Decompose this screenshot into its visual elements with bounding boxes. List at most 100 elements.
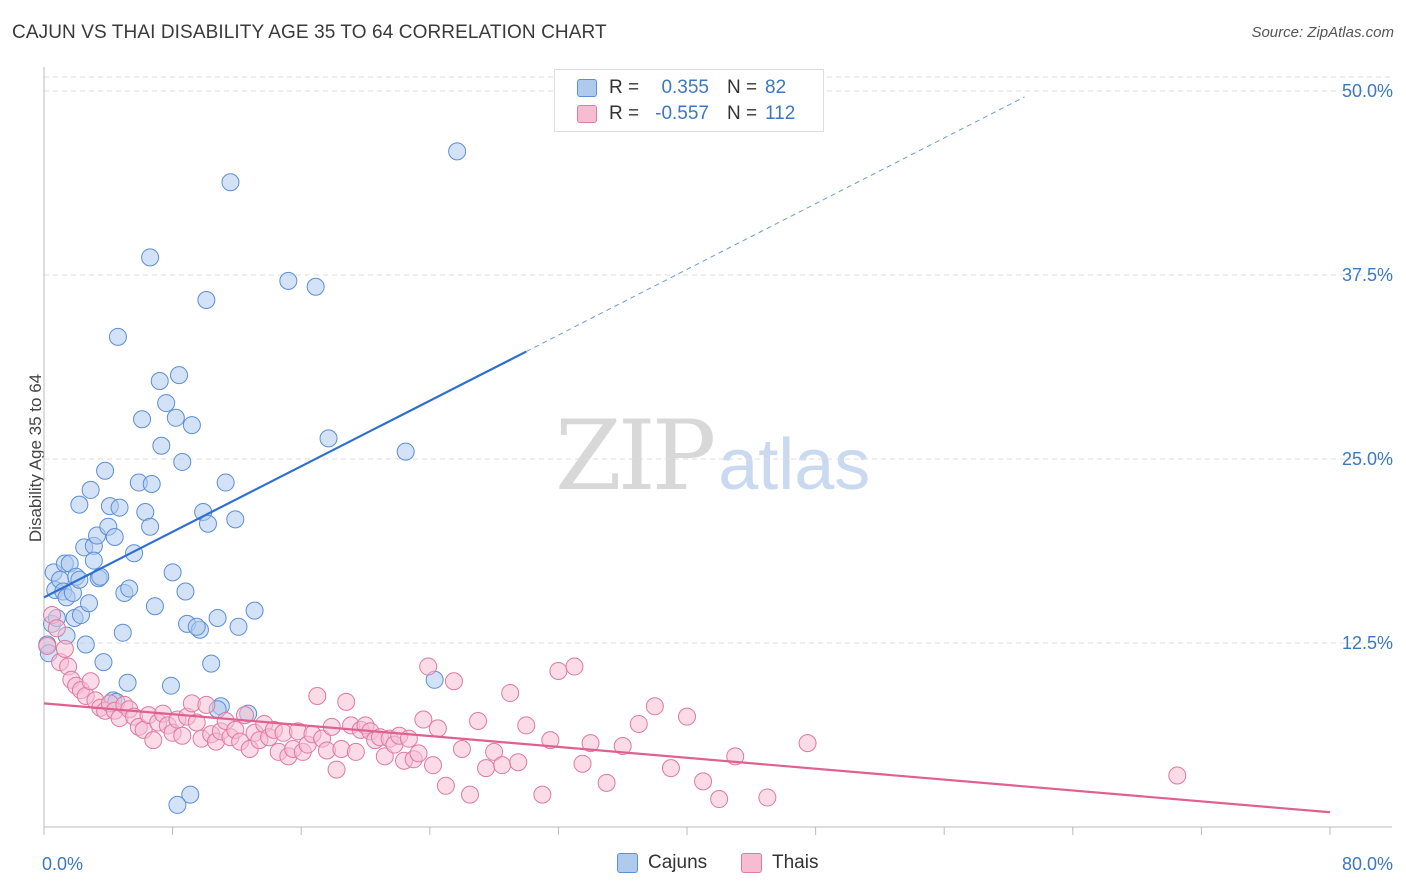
thais-point <box>327 760 346 779</box>
n-label: N = <box>727 77 758 98</box>
cajuns-point <box>182 416 201 435</box>
cajuns-point <box>216 473 235 492</box>
cajuns-point <box>161 676 180 695</box>
thais-point <box>493 756 512 775</box>
legend-row-thais: R = -0.557 N = 112 <box>577 102 795 126</box>
thais-point <box>565 657 584 676</box>
cajuns-point <box>319 429 338 448</box>
thais-point <box>337 692 356 711</box>
r-label: R = <box>609 103 640 124</box>
thais-point <box>477 759 496 778</box>
thais-point <box>678 707 696 726</box>
cajuns-point <box>448 142 467 161</box>
cajuns-point <box>170 366 189 385</box>
thais-point <box>573 754 592 773</box>
cajuns-point <box>197 291 216 310</box>
thais-point <box>629 714 648 733</box>
thais-point <box>541 731 560 750</box>
cajuns-point <box>173 452 192 471</box>
thais-point <box>187 713 206 732</box>
legend-item-thais[interactable]: Thais <box>741 852 818 874</box>
cajuns-trend-extension <box>526 96 1025 352</box>
x-tick-label: 0.0% <box>42 854 83 874</box>
n-value: 112 <box>765 103 796 124</box>
cajuns-point <box>229 617 248 636</box>
thais-point <box>144 731 163 750</box>
thais-point <box>581 734 600 753</box>
cajuns-point <box>118 673 137 692</box>
thais-point <box>375 747 394 766</box>
thais-point <box>509 753 528 772</box>
thais-point <box>55 639 74 658</box>
thais-point <box>81 672 100 691</box>
y-tick-label: 37.5% <box>1342 265 1393 285</box>
thais-point <box>469 712 488 731</box>
thais-point <box>409 744 428 763</box>
thais-point <box>613 737 632 756</box>
x-tick-label: 80.0% <box>1342 854 1393 874</box>
cajuns-point <box>113 623 132 642</box>
n-label: N = <box>727 103 758 124</box>
cajuns-trend-line <box>43 350 527 599</box>
grid-lines <box>44 76 1392 644</box>
thais-point <box>414 710 433 729</box>
axes <box>43 67 1392 835</box>
cajuns-point <box>80 594 99 613</box>
cajuns-point <box>221 173 240 192</box>
thais-point <box>346 742 365 761</box>
thais-point <box>38 636 57 655</box>
thais-point <box>533 785 552 804</box>
cajuns-point <box>306 277 325 296</box>
r-value: -0.557 <box>655 103 709 124</box>
r-value: 0.355 <box>661 77 709 98</box>
cajuns-point <box>226 510 245 529</box>
tick-labels: 12.5% 25.0% 37.5% 50.0% 0.0% 80.0% <box>42 81 1393 874</box>
cajuns-point <box>142 475 161 494</box>
n-value: 82 <box>765 77 787 98</box>
cajuns-point <box>94 653 113 672</box>
legend-row-cajuns: R = 0.355 N = 82 <box>577 76 786 100</box>
cajuns-point <box>198 514 217 533</box>
cajuns-point <box>110 498 129 517</box>
thais-trend-line <box>43 702 1331 814</box>
thais-point <box>710 790 729 809</box>
thais-point <box>444 672 463 691</box>
thais-point <box>436 776 455 795</box>
thais-legend-swatch <box>741 853 762 873</box>
cajuns-point <box>168 795 187 814</box>
cajuns-point <box>108 327 127 346</box>
chart-title: CAJUN VS THAI DISABILITY AGE 35 TO 64 CO… <box>12 22 607 43</box>
thais-point <box>428 719 447 738</box>
cajuns-point <box>157 394 176 413</box>
correlation-legend: R = 0.355 N = 82 R = -0.557 N = 112 <box>554 69 824 132</box>
cajuns-legend-swatch <box>617 853 638 873</box>
thais-point <box>47 619 66 638</box>
cajuns-point <box>141 248 160 267</box>
cajuns-point <box>145 597 164 616</box>
thais-point <box>1168 766 1187 785</box>
r-label: R = <box>609 77 640 98</box>
legend-item-cajuns[interactable]: Cajuns <box>617 852 707 874</box>
cajuns-point <box>81 480 100 499</box>
cajuns-point <box>202 654 221 673</box>
thais-point <box>419 657 438 676</box>
cajuns-point <box>187 617 206 636</box>
thais-point <box>332 739 351 758</box>
thais-point <box>452 739 471 758</box>
thais-point <box>694 772 713 791</box>
cajuns-point <box>176 582 195 601</box>
cajuns-swatch <box>577 79 597 97</box>
thais-point <box>197 695 216 714</box>
cajuns-point <box>166 408 185 427</box>
thais-point <box>549 661 568 680</box>
series-legend: Cajuns Thais <box>0 852 1406 878</box>
cajuns-point <box>208 608 227 627</box>
cajuns-point <box>133 410 152 429</box>
thais-point <box>645 697 664 716</box>
cajuns-point <box>105 528 124 547</box>
trend-lines <box>43 96 1331 814</box>
cajuns-point <box>279 271 298 290</box>
cajuns-point <box>141 517 160 536</box>
cajuns-point <box>70 495 89 514</box>
